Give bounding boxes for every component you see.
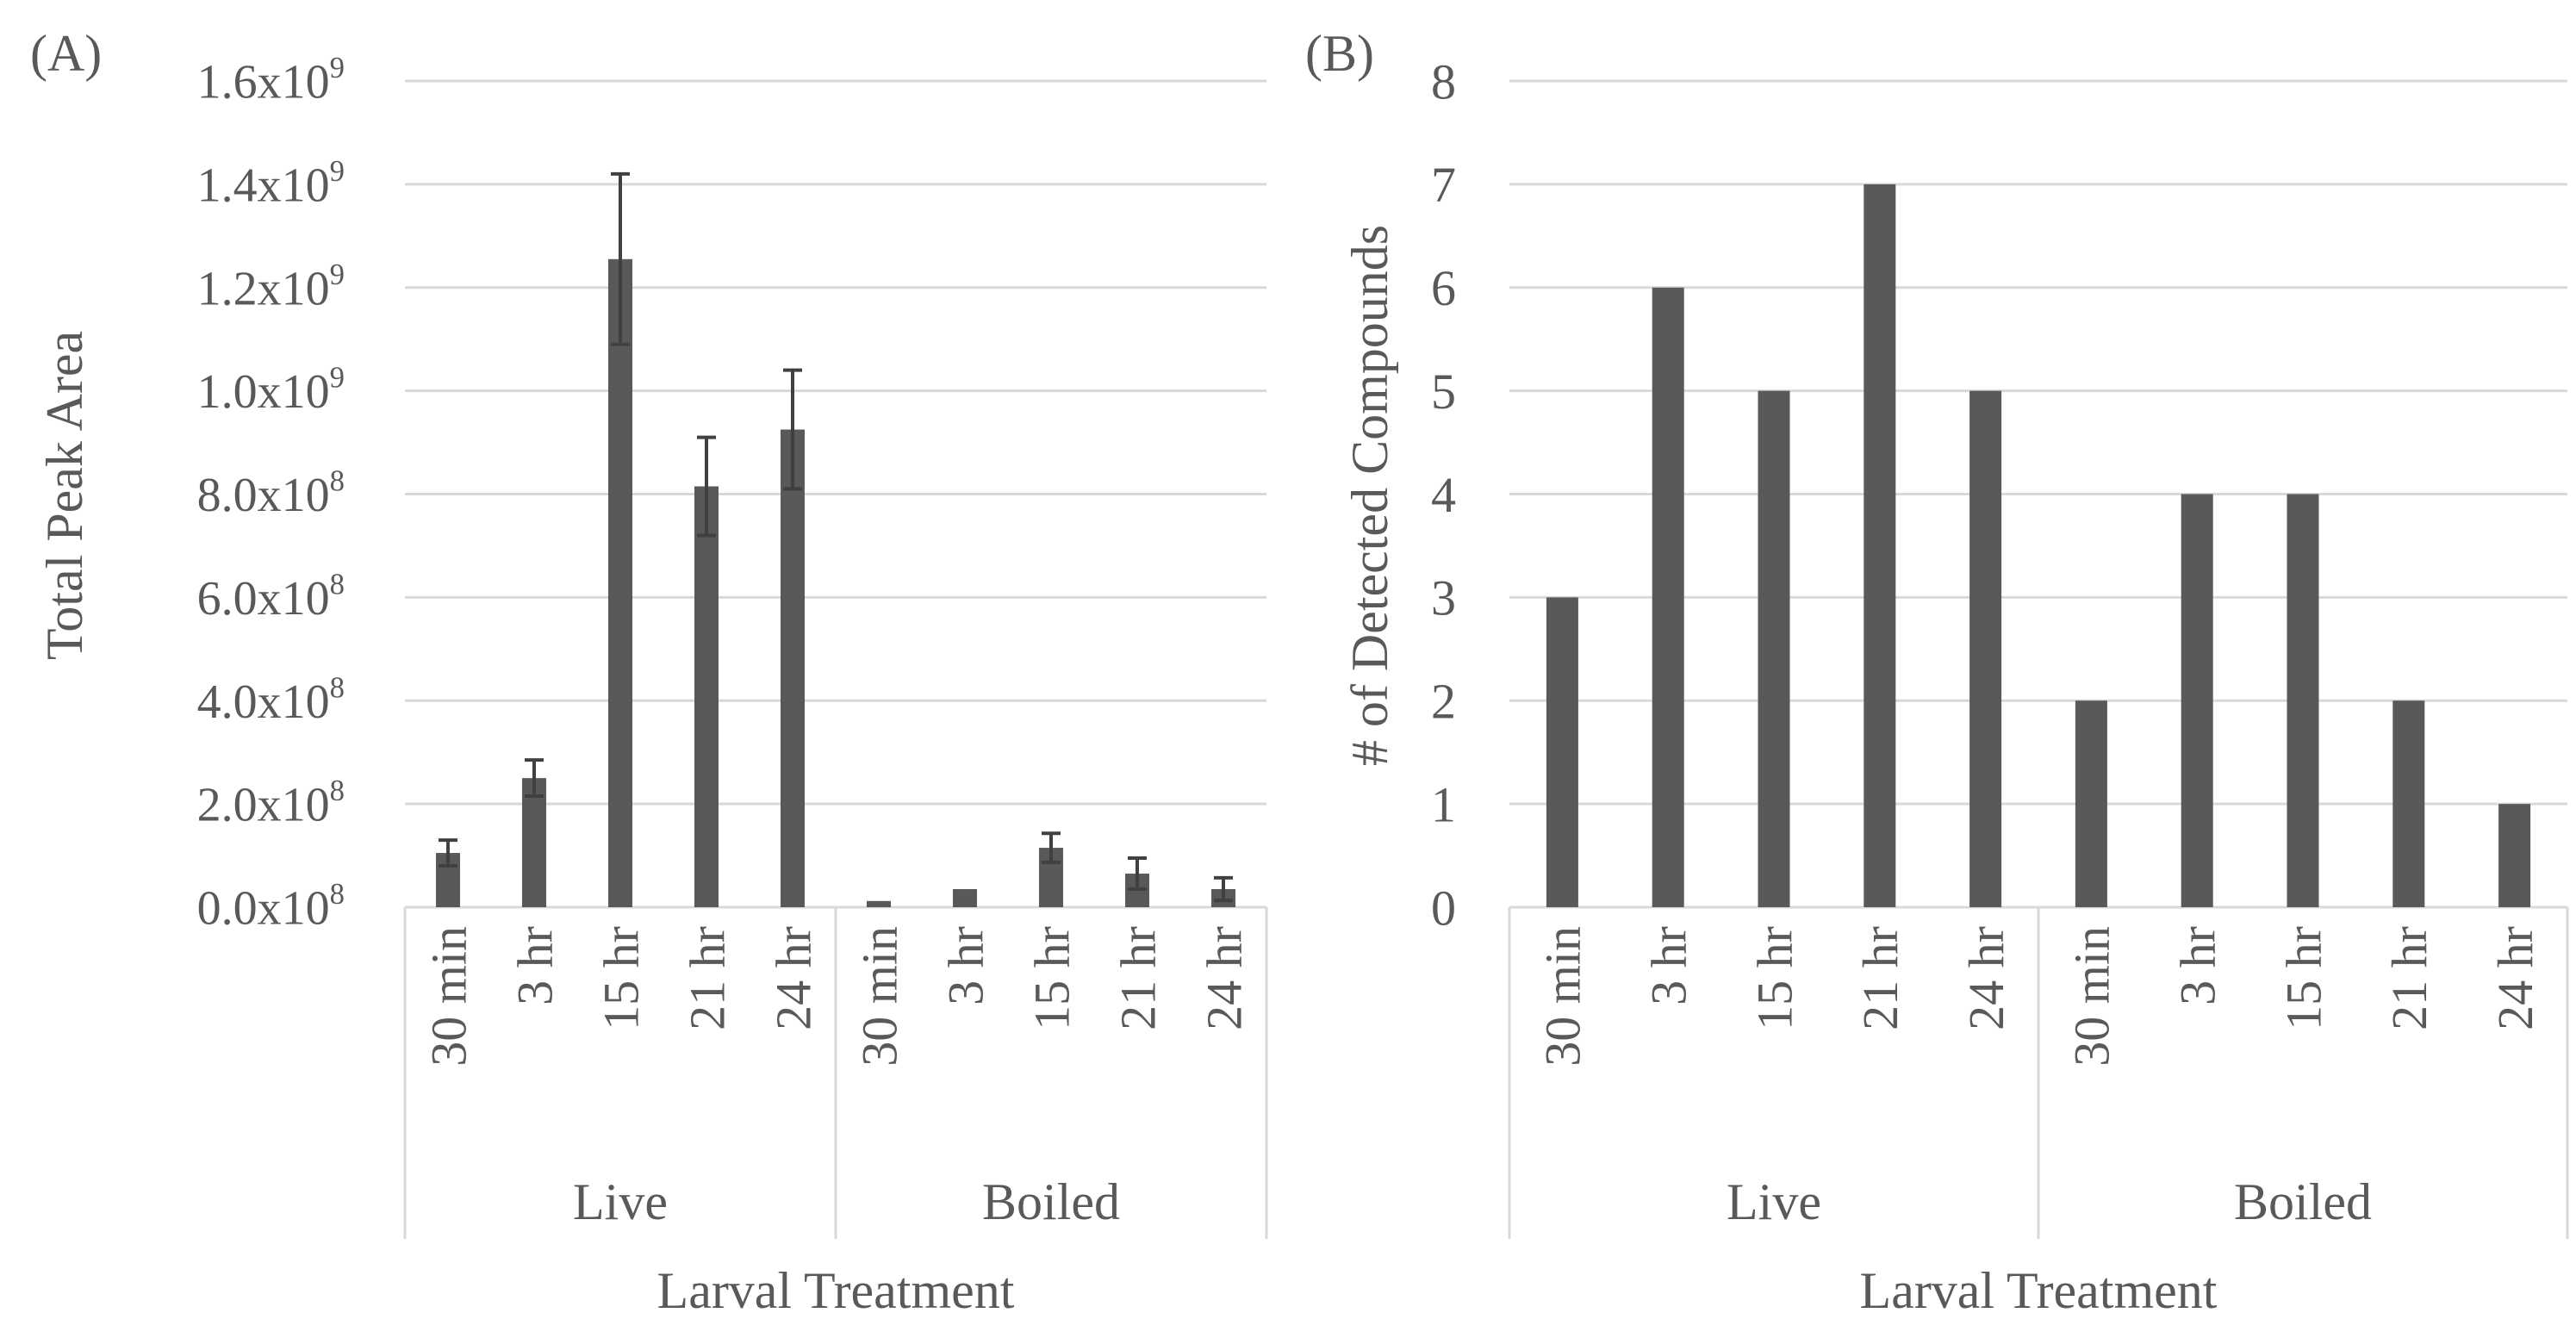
- panel-a-total-peak-area: 0.0x108 2.0x108 4.0x108 6.0x108 8.0x108 1.0x1…: [30, 25, 1268, 1319]
- x-tick-label: 24 hr: [2487, 926, 2543, 1030]
- y-axis-title: # of Detected Compounds: [1341, 225, 1398, 766]
- y-tick-label: 1.0x109: [197, 361, 345, 420]
- bar: [2181, 494, 2213, 907]
- group-label: Boiled: [2234, 1173, 2372, 1230]
- x-tick-label: 24 hr: [1958, 926, 2014, 1030]
- y-tick-label: 1.6x109: [197, 51, 345, 109]
- x-tick-label: 24 hr: [765, 926, 821, 1030]
- x-tick-label: 15 hr: [1746, 926, 1802, 1030]
- panel-b-detected-compounds: 0 1 2 3 4 5 6 7 8 30 min 3 hr 15 hr 21 hr 24 hr 30 min…: [1305, 25, 2569, 1319]
- bar: [781, 429, 805, 907]
- y-tick-label: 7: [1431, 157, 1456, 213]
- x-tick-label: 30 min: [2064, 926, 2120, 1067]
- panel-label: (B): [1305, 25, 1374, 82]
- bar: [694, 486, 719, 907]
- bar: [867, 900, 891, 907]
- bar: [2392, 700, 2425, 907]
- group-label: Live: [573, 1173, 668, 1230]
- bar: [2498, 804, 2531, 907]
- y-tick-label: 6: [1431, 260, 1456, 316]
- bar: [953, 889, 977, 907]
- group-label: Live: [1727, 1173, 1821, 1230]
- bar: [1969, 390, 2002, 907]
- y-axis-title: Total Peak Area: [36, 331, 93, 660]
- y-tick-label: 1.4x109: [197, 154, 345, 213]
- x-tick-label: 21 hr: [679, 926, 735, 1030]
- y-tick-label: 0: [1431, 880, 1456, 936]
- x-tick-label: 24 hr: [1196, 926, 1252, 1030]
- x-tick-label: 21 hr: [2381, 926, 2437, 1030]
- x-tick-label: 3 hr: [1641, 926, 1697, 1005]
- x-axis-title: Larval Treatment: [1860, 1262, 2218, 1319]
- y-tick-label: 2: [1431, 674, 1456, 730]
- bar: [2075, 700, 2107, 907]
- x-tick-label: 15 hr: [1024, 926, 1080, 1030]
- x-tick-label: 15 hr: [593, 926, 649, 1030]
- y-tick-label: 1.2x109: [197, 258, 345, 316]
- x-tick-label: 3 hr: [507, 926, 563, 1005]
- bar: [522, 778, 546, 907]
- y-tick-label: 1: [1431, 776, 1456, 832]
- y-tick-label: 0.0x108: [197, 877, 345, 936]
- bar: [1546, 597, 1578, 907]
- x-tick-label: 21 hr: [1852, 926, 1908, 1030]
- x-tick-label: 15 hr: [2275, 926, 2331, 1030]
- y-tick-label: 8: [1431, 53, 1456, 109]
- y-tick-label: 6.0x108: [197, 567, 345, 625]
- x-tick-label: 30 min: [420, 926, 476, 1067]
- group-label: Boiled: [982, 1173, 1120, 1230]
- x-tick-label: 3 hr: [2170, 926, 2226, 1005]
- y-tick-label: 5: [1431, 364, 1456, 420]
- y-tick-label: 8.0x108: [197, 464, 345, 523]
- bar: [1758, 390, 1790, 907]
- x-tick-label: 3 hr: [937, 926, 993, 1005]
- y-tick-label: 2.0x108: [197, 774, 345, 832]
- bar: [608, 258, 632, 907]
- x-tick-label: 30 min: [1535, 926, 1591, 1067]
- x-axis-title: Larval Treatment: [657, 1262, 1015, 1319]
- bar: [1652, 287, 1684, 907]
- panel-label: (A): [30, 25, 102, 82]
- bar: [1864, 184, 1896, 907]
- x-tick-label: 30 min: [851, 926, 907, 1067]
- y-tick-label: 3: [1431, 570, 1456, 626]
- y-tick-label: 4: [1431, 467, 1456, 523]
- x-tick-label: 21 hr: [1110, 926, 1166, 1030]
- bar: [2287, 494, 2319, 907]
- y-tick-label: 4.0x108: [197, 670, 345, 729]
